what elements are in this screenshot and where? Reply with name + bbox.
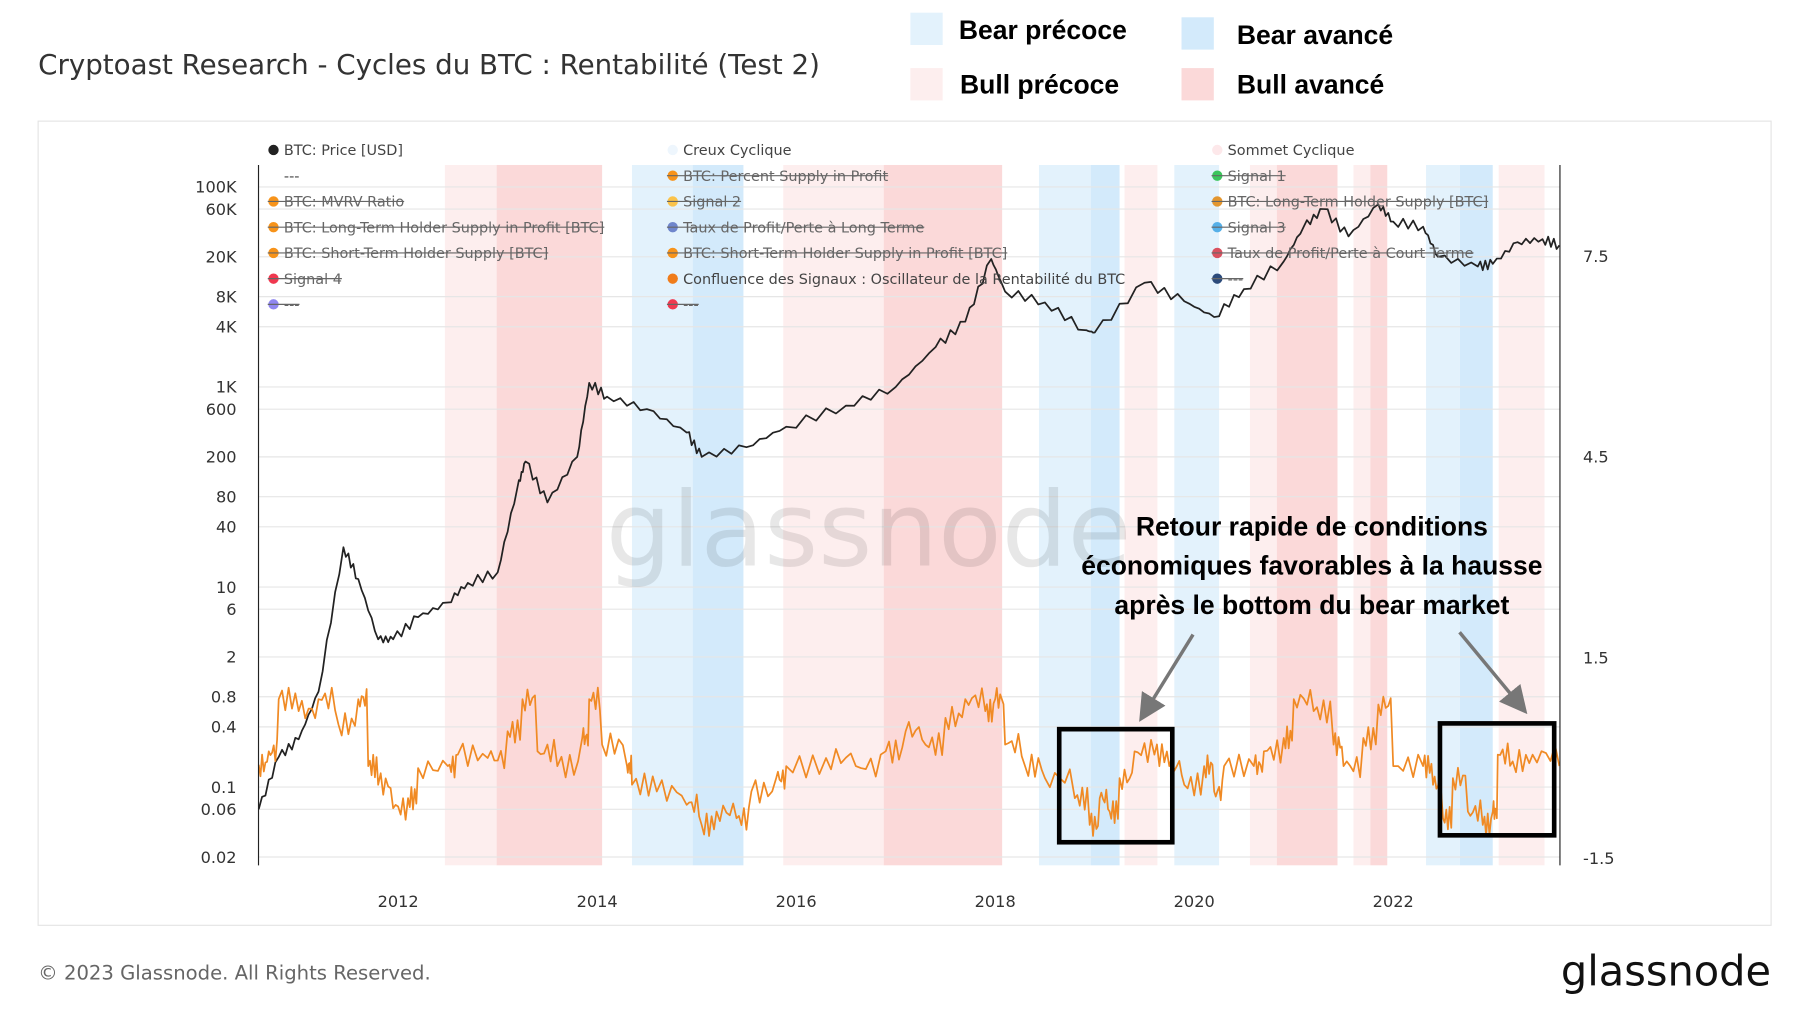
legend-item-label[interactable]: BTC: Price [USD] — [284, 143, 403, 159]
right-tick-label: 4.5 — [1583, 448, 1609, 467]
left-tick-label: 2 — [226, 648, 236, 667]
legend-item-label[interactable]: Creux Cyclique — [683, 143, 792, 159]
phase-band — [444, 164, 497, 866]
legend-label-bear-avance: Bear avancé — [1237, 20, 1393, 50]
annotation-line-2: économiques favorables à la hausse — [1081, 551, 1542, 581]
annotation-line-1: Retour rapide de conditions — [1136, 511, 1488, 541]
left-tick-label: 0.4 — [211, 718, 237, 737]
legend-dot — [268, 144, 279, 156]
legend-item-label[interactable]: --- — [284, 298, 300, 314]
phase-band — [1370, 164, 1388, 866]
x-tick-label: 2016 — [776, 892, 817, 911]
legend-swatch-bear-precoce — [910, 12, 943, 45]
highlight-box-2023 — [1437, 721, 1557, 838]
phase-band — [1174, 164, 1220, 866]
annotation-line-3: après le bottom du bear market — [1114, 590, 1509, 620]
left-tick-label: 100K — [195, 178, 237, 197]
legend-item-label[interactable]: Signal 3 — [1228, 220, 1286, 236]
highlight-box-2019 — [1056, 726, 1175, 845]
legend-dot — [1212, 144, 1223, 156]
phase-band — [1426, 164, 1460, 866]
watermark: glassnode — [606, 470, 1132, 590]
legend-label-bull-precoce: Bull précoce — [960, 69, 1119, 99]
phase-band — [1090, 164, 1120, 866]
left-tick-label: 1K — [216, 378, 237, 397]
legend-item-label[interactable]: Sommet Cyclique — [1228, 143, 1355, 159]
legend-dot — [667, 273, 678, 284]
legend-item-label[interactable]: Confluence des Signaux : Oscillateur de … — [683, 272, 1125, 288]
right-tick-label: -1.5 — [1583, 849, 1615, 868]
left-tick-label: 200 — [206, 448, 237, 467]
legend-item-label[interactable]: Signal 2 — [683, 195, 741, 211]
left-tick-label: 0.1 — [211, 778, 237, 797]
x-tick-label: 2014 — [577, 892, 618, 911]
legend-item-label[interactable]: BTC: Short-Term Holder Supply [BTC] — [284, 246, 548, 262]
series-legend: BTC: Price [USD] --- BTC: MVRV Ratio BTC: L… — [267, 143, 1489, 314]
phase-band — [496, 164, 603, 866]
legend-swatch-bull-avance — [1181, 68, 1214, 101]
annotation: Retour rapide de conditions économiques … — [1056, 511, 1557, 845]
x-tick-label: 2022 — [1373, 892, 1414, 911]
phase-band — [1353, 164, 1371, 866]
legend-swatch-bear-avance — [1181, 17, 1214, 50]
left-tick-label: 0.02 — [201, 848, 237, 867]
left-tick-label: 8K — [216, 287, 237, 306]
legend-item-label[interactable]: --- — [284, 169, 300, 185]
x-tick-label: 2018 — [975, 892, 1016, 911]
x-tick-label: 2012 — [378, 892, 419, 911]
legend-item-label[interactable]: Taux de Profit/Perte à Court Terme — [1227, 246, 1474, 262]
right-tick-label: 7.5 — [1583, 247, 1609, 266]
page-title: Cryptoast Research - Cycles du BTC : Ren… — [38, 48, 820, 81]
phase-band — [1038, 164, 1091, 866]
left-tick-label: 4K — [216, 318, 237, 337]
left-tick-label: 80 — [216, 487, 237, 506]
price-line — [257, 203, 1561, 810]
legend-item-label[interactable]: --- — [1228, 272, 1244, 288]
legend-item-label[interactable]: BTC: Short-Term Holder Supply in Profit … — [683, 246, 1007, 262]
legend-item-label[interactable]: Taux de Profit/Perte à Long Terme — [682, 220, 924, 236]
phase-band — [1276, 164, 1338, 866]
left-tick-label: 600 — [206, 400, 237, 419]
left-tick-label: 0.06 — [201, 800, 237, 819]
left-tick-label: 0.8 — [211, 688, 237, 707]
legend-item-label[interactable]: Signal 1 — [1228, 169, 1286, 185]
phase-bands — [444, 164, 1545, 866]
gridlines — [258, 186, 1560, 858]
legend-item-label[interactable]: BTC: MVRV Ratio — [284, 195, 404, 211]
legend-item-label[interactable]: BTC: Percent Supply in Profit — [683, 169, 888, 185]
phase-band — [1459, 164, 1493, 866]
oscillator-line — [257, 686, 1561, 837]
legend-item-label[interactable]: BTC: Long-Term Holder Supply in Profit [… — [284, 220, 604, 236]
phase-band — [692, 164, 744, 866]
phase-band — [631, 164, 693, 866]
legend-label-bull-avance: Bull avancé — [1237, 69, 1384, 99]
left-tick-label: 6 — [226, 600, 236, 619]
left-tick-label: 40 — [216, 518, 237, 537]
right-tick-label: 1.5 — [1583, 648, 1609, 667]
legend-swatch-bull-precoce — [910, 68, 943, 101]
phase-band — [783, 164, 884, 866]
copyright: © 2023 Glassnode. All Rights Reserved. — [38, 962, 431, 985]
legend-item-label[interactable]: --- — [683, 298, 699, 314]
left-tick-label: 20K — [205, 248, 237, 267]
phase-legend: Bear précoce Bear avancé Bull précoce Bu… — [910, 12, 1393, 101]
legend-dot — [667, 144, 678, 156]
legend-item-label[interactable]: Signal 4 — [284, 272, 342, 288]
annotation-arrow-left — [1139, 633, 1195, 722]
left-tick-label: 10 — [216, 578, 237, 597]
glassnode-logo: glassnode — [1561, 946, 1771, 995]
series-lines — [257, 203, 1561, 837]
legend-item-label[interactable]: BTC: Long-Term Holder Supply [BTC] — [1228, 195, 1489, 211]
annotation-arrow-right — [1458, 631, 1528, 715]
x-tick-label: 2020 — [1174, 892, 1215, 911]
axis-ticks: 100K 60K 20K 8K 4K 1K 600 200 80 40 10 6 2 0.8 0.4 0.1 0… — [195, 178, 1614, 911]
left-tick-label: 60K — [205, 200, 237, 219]
legend-label-bear-precoce: Bear précoce — [959, 15, 1127, 45]
